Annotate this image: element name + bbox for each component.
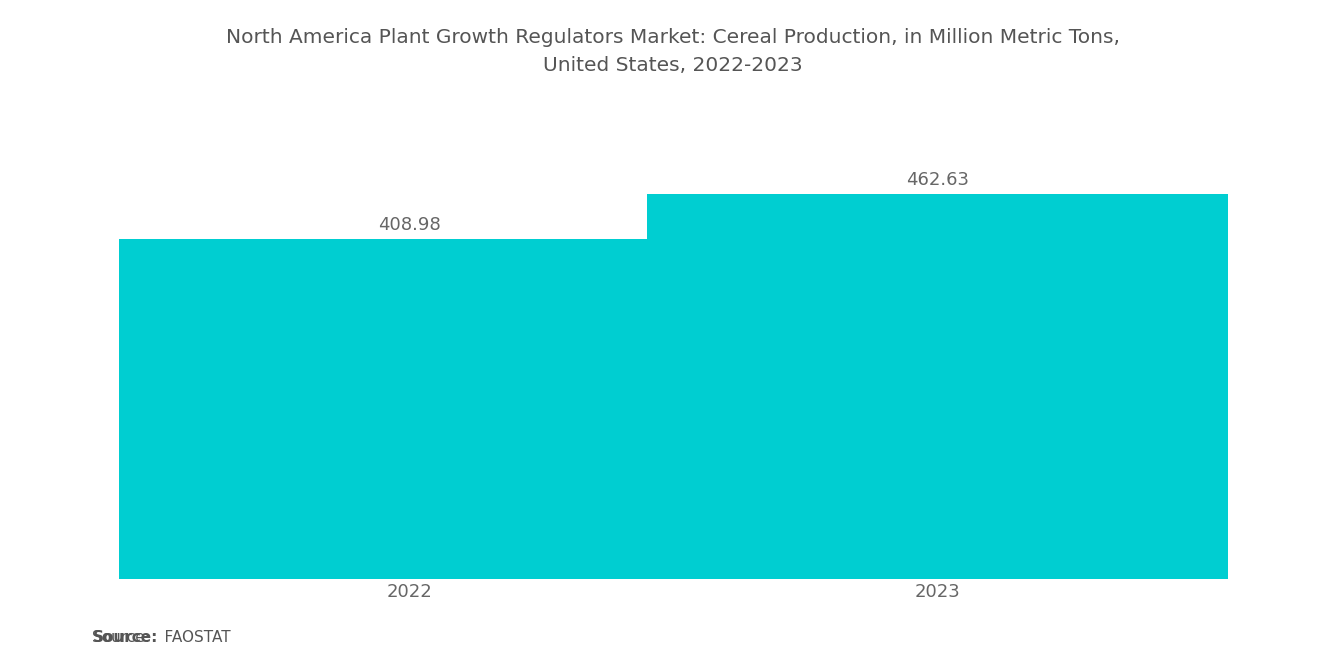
Text: Source:: Source: [92, 630, 158, 645]
Text: Source:   FAOSTAT: Source: FAOSTAT [92, 630, 231, 645]
Text: 408.98: 408.98 [378, 215, 441, 233]
Bar [119, 239, 700, 579]
Text: 462.63: 462.63 [906, 171, 969, 189]
Bar [647, 194, 1228, 579]
Title: North America Plant Growth Regulators Market: Cereal Production, in Million Metr: North America Plant Growth Regulators Ma… [226, 29, 1121, 75]
